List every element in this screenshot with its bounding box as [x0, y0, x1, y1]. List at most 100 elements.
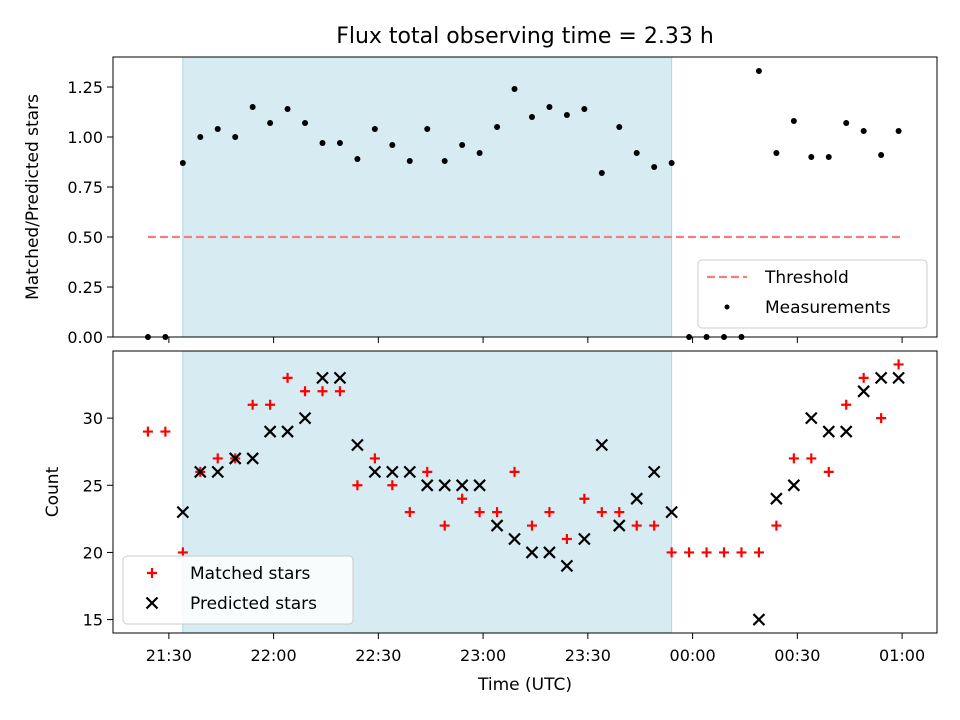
measurement-point [267, 120, 274, 126]
measurement-point [354, 156, 361, 162]
matched-star-point [317, 386, 328, 397]
matched-star-point [771, 520, 782, 531]
matched-star-point [439, 520, 450, 531]
y-tick-label: 20 [83, 543, 103, 562]
predicted-star-point [612, 519, 626, 532]
predicted-star-point [892, 371, 905, 385]
top-series [144, 68, 903, 340]
measurement-point [336, 140, 343, 146]
legend-predicted-label: Predicted stars [190, 594, 317, 614]
predicted-star-point [770, 492, 783, 505]
predicted-star-point [630, 492, 644, 505]
measurement-point [197, 134, 204, 140]
measurement-point [563, 112, 570, 118]
matched-star-point [544, 507, 555, 518]
x-tick-label: 00:30 [774, 646, 820, 665]
y-tick-label: 0.25 [67, 278, 103, 297]
measurement-point [528, 114, 535, 120]
predicted-star-point [351, 438, 364, 452]
predicted-star-point [263, 425, 277, 438]
predicted-star-point [490, 519, 504, 532]
predicted-star-point [333, 371, 347, 385]
matched-star-point [823, 466, 834, 477]
predicted-star-point [665, 505, 678, 519]
y-tick-label: 30 [83, 409, 103, 428]
matched-star-point [526, 520, 537, 531]
legend-matched-label: Matched stars [190, 564, 310, 584]
measurement-point [406, 158, 413, 164]
matched-star-point [387, 480, 398, 491]
predicted-star-point [787, 479, 801, 492]
predicted-star-point [386, 465, 399, 479]
predicted-star-point [455, 479, 469, 492]
measurement-point [878, 152, 885, 158]
matched-star-point [841, 399, 852, 410]
x-tick-label: 23:30 [565, 646, 611, 665]
predicted-star-point [281, 425, 294, 438]
measurement-point [249, 104, 256, 110]
predicted-star-point [543, 546, 556, 559]
predicted-star-point [473, 479, 486, 492]
measurement-point [371, 126, 378, 132]
x-tick-label: 23:00 [460, 646, 506, 665]
predicted-star-point [368, 465, 382, 479]
matched-star-point [649, 520, 660, 531]
matched-star-point [893, 359, 904, 370]
predicted-star-point [176, 505, 190, 519]
predicted-star-point [525, 546, 539, 559]
matched-star-point [282, 372, 293, 383]
measurement-point [319, 140, 326, 146]
matched-star-point [334, 386, 345, 397]
top-x-tick-marks [168, 337, 903, 343]
measurement-point [651, 164, 658, 170]
matched-star-point [788, 453, 799, 464]
measurement-point [843, 120, 850, 126]
measurement-point [476, 150, 483, 156]
legend-predicted-swatch [145, 596, 159, 610]
measurement-point [581, 106, 588, 112]
predicted-star-point [194, 465, 207, 479]
predicted-star-point [595, 438, 609, 452]
predicted-star-point [752, 613, 766, 626]
legend-box [122, 555, 354, 625]
measurement-point [773, 150, 780, 156]
bottom-panel: 15 20 25 30 21:30 22:00 22:30 23:00 23:30 00:00 0… [43, 350, 938, 695]
matched-star-point [404, 507, 415, 518]
measurement-point [860, 128, 867, 134]
measurement-point [825, 154, 832, 160]
predicted-star-point [298, 411, 312, 425]
top-axes-frame [112, 56, 938, 338]
measurement-point [494, 124, 501, 130]
measurement-point [790, 118, 797, 124]
bottom-y-axis-label: Count [43, 466, 63, 517]
x-tick-label: 21:30 [146, 646, 192, 665]
matched-star-point [474, 507, 485, 518]
measurement-point [179, 160, 186, 166]
legend-measurements-label: Measurements [765, 298, 891, 318]
matched-star-point [631, 520, 642, 531]
bottom-y-ticks: 15 20 25 30 [83, 409, 113, 630]
x-tick-label: 00:00 [670, 646, 716, 665]
matched-star-point [300, 386, 311, 397]
measurement-point [808, 154, 815, 160]
y-tick-label: 0.75 [67, 178, 103, 197]
predicted-star-point [438, 479, 451, 492]
bottom-x-ticks: 21:30 22:00 22:30 23:00 23:30 00:00 00:30 01:00 [146, 633, 925, 665]
matched-star-point [614, 507, 625, 518]
measurement-point [668, 160, 675, 166]
matched-star-point [422, 466, 433, 477]
predicted-star-point [420, 479, 434, 492]
matched-star-point [212, 453, 223, 464]
matched-star-point [142, 426, 153, 437]
chart-title: Flux total observing time = 2.33 h [336, 24, 714, 49]
matched-star-point [247, 399, 258, 410]
matched-star-point [492, 507, 503, 518]
matched-star-point [596, 507, 607, 518]
measurement-point [895, 128, 902, 134]
measurement-point [284, 106, 291, 112]
measurement-point [389, 142, 396, 148]
y-tick-label: 25 [83, 476, 103, 495]
top-y-axis-label: Matched/Predicted stars [23, 94, 43, 300]
predicted-star-point [839, 425, 853, 438]
